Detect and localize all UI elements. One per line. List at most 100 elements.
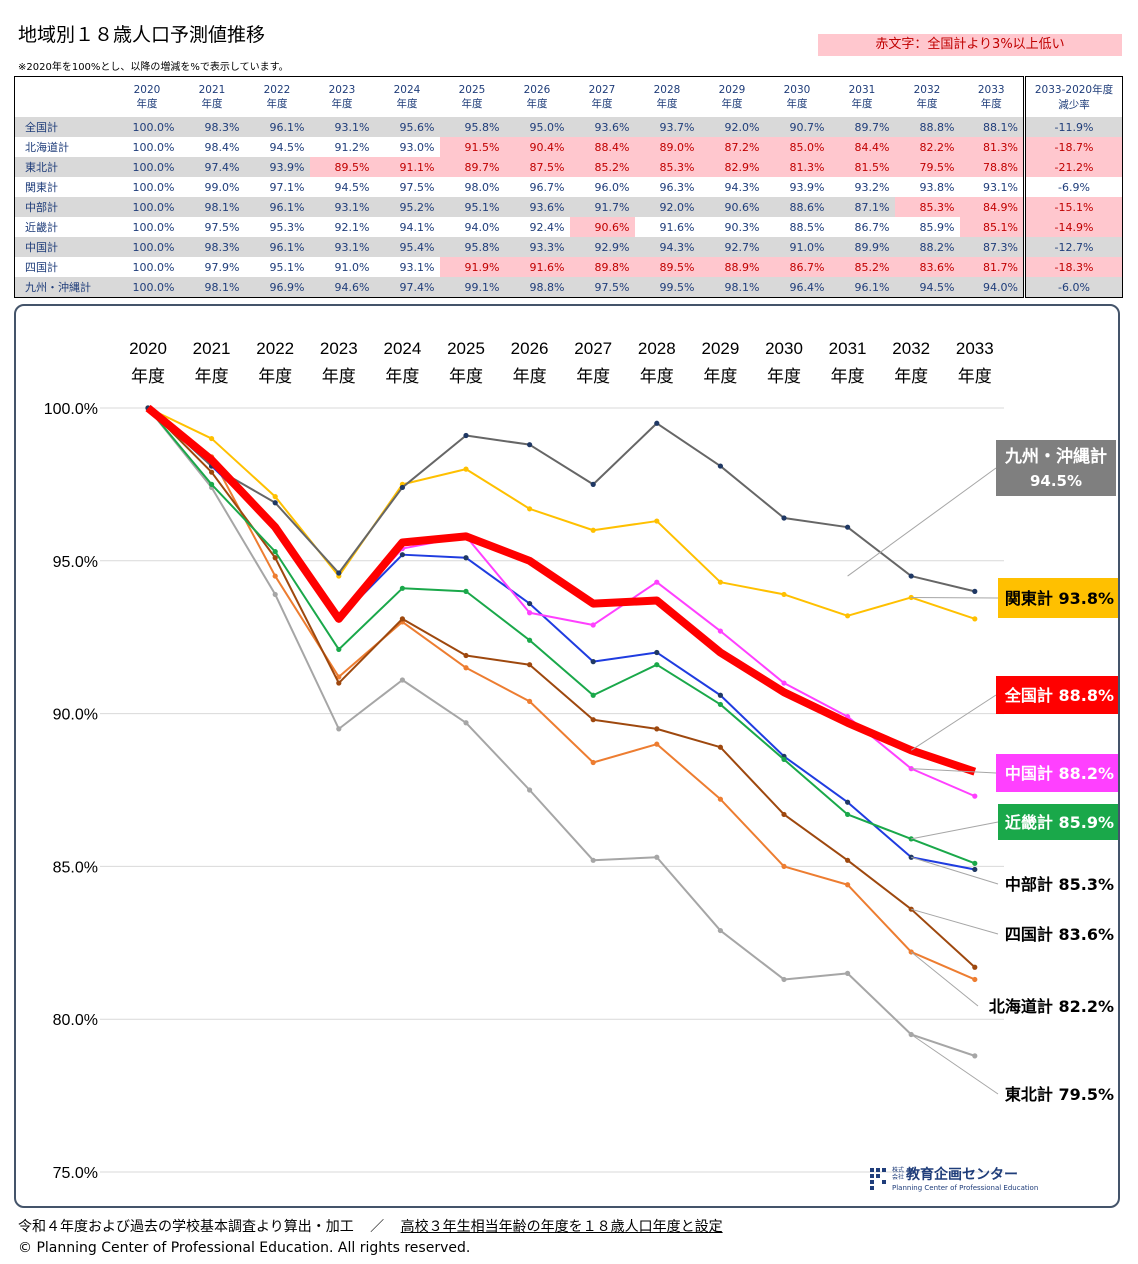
series-line <box>147 407 976 865</box>
table-cell: 100.0% <box>114 277 180 298</box>
page-title: 地域別１８歳人口予測値推移 <box>18 24 266 46</box>
x-tick-unit: 年度 <box>258 367 292 387</box>
table-cell: 97.4% <box>179 157 245 177</box>
table-cell: 85.3% <box>894 197 960 217</box>
table-row-name: 四国計 <box>14 257 115 277</box>
chart-frame: 100.0% 95.0% 90.0% 85.0% 80.0% 75.0% 2020 年度 202… <box>14 304 1120 1208</box>
table-row-name: 北海道計 <box>14 137 115 157</box>
table-cell: 89.8% <box>569 257 635 277</box>
x-tick-label: 2026 <box>511 339 549 358</box>
table-cell: 94.5% <box>894 277 960 298</box>
data-point <box>717 692 724 698</box>
data-point <box>463 720 469 726</box>
data-point <box>399 677 405 683</box>
x-tick-label: 2029 <box>701 339 739 358</box>
table-cell: 96.0% <box>569 177 635 197</box>
table-cell: 100.0% <box>114 217 180 237</box>
table-header-empty <box>15 77 115 118</box>
table-cell: 89.0% <box>634 137 700 157</box>
table-cell: 100.0% <box>114 177 180 197</box>
table-cell: 91.9% <box>439 257 505 277</box>
data-point <box>717 579 724 585</box>
table-cell: 84.4% <box>829 137 895 157</box>
footer-source: 令和４年度および過去の学校基本調査より算出・加工 <box>18 1219 354 1235</box>
x-tick-label: 2024 <box>383 339 421 358</box>
data-point <box>717 701 724 708</box>
table-cell: 100.0% <box>114 237 180 257</box>
series-line <box>147 407 975 871</box>
table-cell: 92.0% <box>699 117 765 137</box>
data-point <box>654 854 660 860</box>
data-point <box>399 552 405 558</box>
table-header-unit-label: 年度 <box>526 97 548 110</box>
table-cell: 87.2% <box>699 137 765 157</box>
series-関東計 <box>145 405 978 622</box>
table-cell: 97.1% <box>244 177 310 197</box>
x-tick-unit: 年度 <box>831 367 865 387</box>
data-point <box>654 420 660 426</box>
x-tick-unit: 年度 <box>322 367 356 387</box>
table-cell: 96.1% <box>244 237 310 257</box>
data-point <box>463 432 469 439</box>
table-cell: 81.3% <box>959 137 1025 157</box>
data-point <box>463 555 469 561</box>
series-line <box>145 404 977 776</box>
series-東北計 <box>145 405 978 1059</box>
table-header-unit-label: 年度 <box>331 97 353 110</box>
data-point <box>845 882 851 888</box>
table-header-year: 2028 年度 <box>635 77 700 118</box>
table-header-row: 2020 年度 2021 年度 2022 年度 2023 年度 2024 年度 2025 年度 2026… <box>15 76 1123 118</box>
data-point <box>845 811 851 818</box>
table-header-unit-label: 年度 <box>851 97 873 110</box>
callout-leader <box>911 856 999 885</box>
table-cell: 81.5% <box>829 157 895 177</box>
table-cell: 97.9% <box>179 257 245 277</box>
data-point <box>399 585 405 591</box>
table-cell: 91.0% <box>309 257 375 277</box>
data-point <box>527 698 533 704</box>
table-cell: 88.2% <box>894 237 960 257</box>
table-header-year-label: 2026 <box>523 83 551 96</box>
series-label: 中国計 88.2% <box>1005 764 1114 783</box>
table-cell: 87.3% <box>959 237 1025 257</box>
series-label: 四国計 83.6% <box>1005 925 1114 944</box>
table-header-unit-label: 年度 <box>136 97 158 110</box>
data-point <box>590 857 596 863</box>
table-cell: 96.7% <box>504 177 570 197</box>
callout-box <box>998 578 1118 618</box>
data-point <box>972 964 978 970</box>
table-cell: 93.0% <box>374 137 440 157</box>
data-point <box>781 976 787 983</box>
data-point <box>845 613 851 619</box>
table-header-change: 2033-2020年度 減少率 <box>1023 76 1123 117</box>
data-point <box>272 494 278 500</box>
data-point <box>336 674 342 680</box>
table-cell: 84.9% <box>959 197 1025 217</box>
table-cell-change: -12.7% <box>1023 237 1123 257</box>
table-cell: 92.1% <box>309 217 375 237</box>
x-tick-unit: 年度 <box>449 367 483 387</box>
callout-leader <box>847 467 997 577</box>
table-cell: 93.7% <box>634 117 700 137</box>
table-cell: 92.4% <box>504 217 570 237</box>
table-header-unit-label: 年度 <box>656 97 678 110</box>
table-cell: 78.8% <box>959 157 1025 177</box>
data-point <box>527 506 533 512</box>
table-row: 北海道計 100.0% 98.4% 94.5% 91.2% 93.0% 91.5% 90.4%… <box>14 137 1123 157</box>
series-line <box>147 407 976 968</box>
data-point <box>272 573 278 579</box>
table-cell: 95.0% <box>504 117 570 137</box>
table-cell: 88.5% <box>764 217 830 237</box>
x-tick-unit: 年度 <box>513 367 547 387</box>
data-point <box>527 442 533 448</box>
data-point <box>781 515 787 521</box>
table-cell: 95.3% <box>244 217 310 237</box>
table-cell: 94.6% <box>309 277 375 298</box>
table-row-name: 九州・沖縄計 <box>14 277 115 298</box>
x-tick-unit: 年度 <box>385 367 419 387</box>
table-cell: 89.9% <box>829 237 895 257</box>
table-cell: 82.2% <box>894 137 960 157</box>
table-cell: 91.2% <box>309 137 375 157</box>
callout-leader <box>911 596 999 599</box>
table-header-year-label: 2031 <box>848 83 876 96</box>
